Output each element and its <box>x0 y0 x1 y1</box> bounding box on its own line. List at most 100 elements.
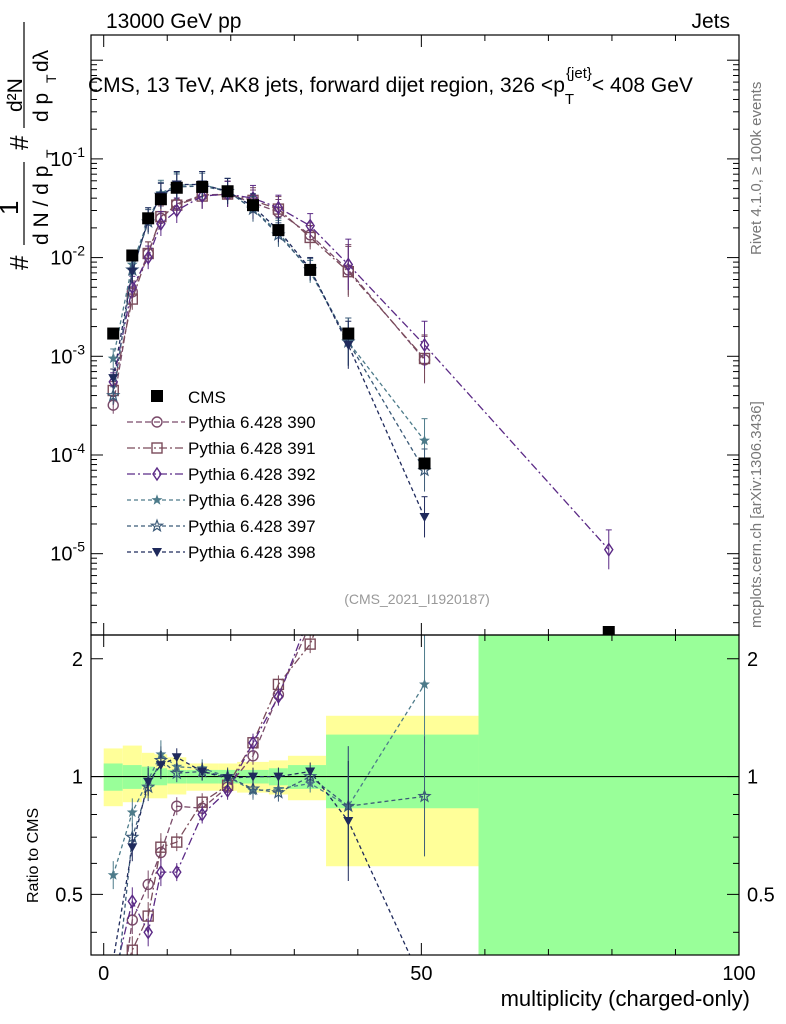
legend-marker <box>149 518 165 533</box>
legend-marker <box>152 548 162 557</box>
data-point <box>419 434 430 446</box>
y-tick-label: 10-5 <box>50 539 85 566</box>
ratio-series <box>126 635 316 955</box>
data-point <box>171 203 182 218</box>
ratio-point <box>197 807 208 822</box>
ratio-point <box>419 678 430 690</box>
legend-entry: Pythia 6.428 396 <box>127 491 316 510</box>
data-point <box>343 341 354 351</box>
ratio-point <box>126 944 138 955</box>
ratio-point <box>248 735 258 751</box>
legend-marker <box>151 442 163 454</box>
header-right: Jets <box>691 10 730 33</box>
ylabel-d2n: d²N <box>4 78 27 112</box>
ratio-tick-label-left: 1 <box>72 767 83 789</box>
title-sup: {jet} <box>566 65 592 82</box>
ratio-point <box>245 781 261 796</box>
legend-label: Pythia 6.428 397 <box>188 517 316 536</box>
legend-label: Pythia 6.428 391 <box>188 439 316 458</box>
ratio-line <box>126 635 307 955</box>
data-point <box>273 200 284 215</box>
data-point <box>197 188 208 204</box>
ratio-tick-label-right: 1 <box>747 767 758 789</box>
data-point <box>343 257 354 272</box>
cms-data-point <box>304 263 317 276</box>
ratio-line <box>119 759 425 955</box>
y-tick-label: 10-1 <box>50 144 85 171</box>
x-axis-label: multiplicity (charged-only) <box>501 986 750 1011</box>
analysis-id: (CMS_2021_I1920187) <box>344 591 490 607</box>
data-point <box>108 374 119 384</box>
cms-data-point <box>247 199 259 212</box>
ratio-uncertainty-bands <box>91 635 739 955</box>
ratio-point <box>248 772 258 782</box>
legend-entry: Pythia 6.428 391 <box>127 439 316 458</box>
ratio-point <box>417 788 432 803</box>
legend-label: Pythia 6.428 396 <box>188 491 316 510</box>
legend-label-cms: CMS <box>188 388 226 407</box>
data-point <box>107 352 119 364</box>
ratio-point <box>273 772 284 782</box>
legend-label: Pythia 6.428 392 <box>188 465 316 484</box>
ratio-point <box>271 785 286 799</box>
ratio-tick-label-right: 0.5 <box>747 884 775 906</box>
cms-data-point <box>154 193 167 206</box>
title-main: CMS, 13 TeV, AK8 jets, forward dijet reg… <box>88 74 565 97</box>
ratio-line <box>112 684 426 876</box>
cms-data-point <box>170 181 183 194</box>
ylabel-hash1: # <box>4 255 34 270</box>
y-axis-label: # 1 d N / d p T # d²N d p T dλ <box>0 22 59 270</box>
ratio-point <box>222 774 233 784</box>
ratio-line <box>129 635 315 955</box>
cms-data-point <box>196 180 209 193</box>
ratio-point <box>143 777 154 787</box>
ratio-point <box>273 689 284 704</box>
data-point <box>305 218 316 234</box>
ratio-point <box>155 761 166 771</box>
ylabel-dn: d N / d p <box>30 166 53 245</box>
ratio-point <box>156 864 166 880</box>
ylabel-dlambda: dλ <box>30 49 53 72</box>
data-point <box>156 216 166 232</box>
cms-data-point <box>272 224 285 237</box>
header-left: 13000 GeV pp <box>106 10 241 33</box>
ratio-tick-label-left: 2 <box>72 649 83 671</box>
ratio-point <box>197 767 208 777</box>
ylabel-t2: T <box>43 74 59 83</box>
title-sub: T <box>565 91 574 108</box>
ratio-point <box>126 806 138 818</box>
ratio-point <box>343 816 354 826</box>
ratio-series <box>118 635 303 955</box>
ylabel-one: 1 <box>0 201 24 215</box>
ratio-point <box>155 841 167 853</box>
x-tick-label: 0 <box>98 963 109 985</box>
title-tail: < 408 GeV <box>592 74 693 97</box>
ratio-point <box>127 894 138 909</box>
ratio-y-label: Ratio to CMS <box>25 808 42 903</box>
legend-entry: Pythia 6.428 392 <box>127 465 316 484</box>
legend-marker <box>151 416 163 428</box>
y-tick-label: 10-2 <box>50 243 85 270</box>
ratio-point <box>143 925 154 940</box>
ratio-series <box>113 748 411 955</box>
data-point <box>127 267 138 277</box>
legend-entry: Pythia 6.428 397 <box>127 517 316 536</box>
cms-data-point <box>107 327 120 340</box>
ratio-point <box>127 843 138 853</box>
mcplots-label: mcplots.cern.ch [arXiv:1306.3436] <box>748 401 765 628</box>
series-line <box>112 185 426 471</box>
series-line <box>112 183 426 518</box>
ratio-point <box>304 638 316 650</box>
data-point <box>419 513 430 523</box>
data-point <box>106 388 121 402</box>
data-point <box>143 250 154 265</box>
ratio-plot-area <box>107 635 432 955</box>
legend-entry: Pythia 6.428 390 <box>127 413 316 432</box>
ratio-point <box>171 864 182 880</box>
main-plot-area <box>106 171 615 638</box>
ratio-point <box>142 878 154 891</box>
legend-marker <box>152 466 162 482</box>
legend: CMS Pythia 6.428 390 Pythia 6.428 391 Pythi… <box>127 388 316 562</box>
ylabel-dpt: d p <box>30 93 53 122</box>
ratio-tick-label-left: 0.5 <box>55 884 83 906</box>
